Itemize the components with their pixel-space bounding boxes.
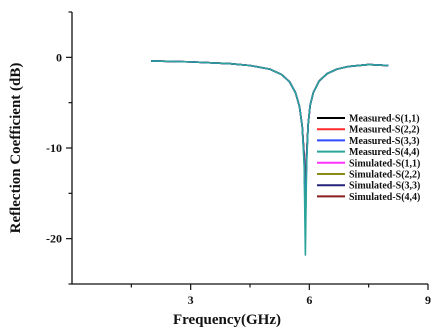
legend-label: Simulated-S(1,1) [349, 158, 420, 169]
y-tick-label: -20 [46, 232, 62, 246]
legend-label: Measured-S(1,1) [349, 114, 420, 125]
x-tick-label: 9 [425, 293, 431, 307]
y-axis-title: Reflection Coefficient (dB) [8, 63, 24, 234]
legend-label: Simulated-S(4,4) [349, 192, 420, 203]
y-tick-label: 0 [56, 50, 62, 64]
legend-label: Simulated-S(3,3) [349, 181, 420, 192]
legend-label: Measured-S(3,3) [349, 136, 420, 147]
x-axis-title: Frequency(GHz) [173, 312, 281, 328]
x-tick-label: 6 [306, 293, 312, 307]
series-line [151, 60, 389, 256]
legend-label: Measured-S(2,2) [349, 125, 420, 136]
x-tick-label: 3 [188, 293, 194, 307]
y-tick-label: -10 [46, 141, 62, 155]
legend-label: Simulated-S(2,2) [349, 170, 420, 181]
legend-label: Measured-S(4,4) [349, 147, 420, 158]
